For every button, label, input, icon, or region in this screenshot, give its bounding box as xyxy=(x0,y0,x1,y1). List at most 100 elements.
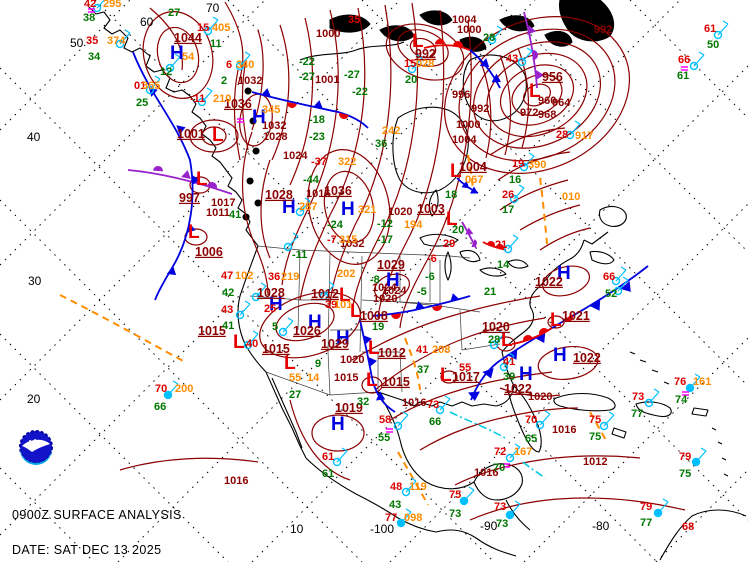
squall-lines xyxy=(449,411,546,479)
station-dewpoint: -8 xyxy=(370,274,380,286)
station-pressure: 119 xyxy=(409,481,427,493)
trough-lines xyxy=(59,154,608,506)
station-pressure: 374 xyxy=(107,35,126,47)
pressure-center-value: 1028 xyxy=(257,286,285,300)
noaa-logo xyxy=(19,430,53,465)
station-dewpoint: 20 xyxy=(405,74,417,86)
pressure-center-value: 992 xyxy=(415,47,436,61)
station-circle xyxy=(435,405,445,415)
station-circle xyxy=(499,362,509,372)
wind-barb xyxy=(96,0,106,9)
low-center: L xyxy=(440,365,452,386)
footer-title: 0900Z SURFACE ANALYSIS xyxy=(12,508,182,522)
station-dewpoint: 34 xyxy=(88,51,101,63)
wind-barb xyxy=(717,20,729,36)
station-temperature: 28 xyxy=(556,129,568,141)
isobar-label: 1020 xyxy=(340,354,364,366)
station-temperature: 43 xyxy=(506,53,518,65)
low-center: L xyxy=(212,125,224,146)
wind-barb xyxy=(648,388,660,404)
station-pressure: 345 xyxy=(262,104,280,116)
isobar-label: 1032 xyxy=(238,75,262,87)
pressure-center-value: 1044 xyxy=(174,31,202,45)
stationary-front xyxy=(251,88,369,129)
high-center: H xyxy=(308,312,322,333)
station-dewpoint: -17 xyxy=(377,234,393,246)
station-dewpoint: 73 xyxy=(496,518,508,530)
wind-barb xyxy=(336,447,348,463)
station-pressure: 321 xyxy=(358,204,376,216)
low-center: L xyxy=(412,31,424,52)
grid-label: -80 xyxy=(592,519,610,533)
station-temperature: 01 xyxy=(134,80,146,92)
isobar-label: 1000 xyxy=(316,28,340,40)
station-dewpoint: -23 xyxy=(309,131,325,143)
station-dewpoint: 77 xyxy=(640,517,652,529)
station-dewpoint: -5 xyxy=(417,286,427,298)
station-temperature: -7 xyxy=(327,234,337,246)
station-dewpoint: 36 xyxy=(375,138,387,150)
wind-barb xyxy=(287,232,299,248)
pressure-center-value: 1004 xyxy=(459,160,487,174)
isobar-label: 972 xyxy=(520,107,538,119)
station-circle xyxy=(407,64,417,74)
station-dewpoint: 66 xyxy=(154,401,166,413)
wind-barb xyxy=(523,152,535,168)
station-dewpoint: 28 xyxy=(488,334,500,346)
station-dewpoint: 65 xyxy=(525,433,537,445)
high-center: H xyxy=(331,414,345,435)
station-dewpoint: 27 xyxy=(168,7,180,19)
wind-barb xyxy=(299,197,311,213)
high-center: H xyxy=(252,107,266,128)
high-center: H xyxy=(557,263,571,284)
wind-barb xyxy=(513,184,525,200)
isobar-label: 964 xyxy=(552,97,571,109)
station-circle xyxy=(401,487,411,497)
station-circle xyxy=(535,420,545,430)
station-circle xyxy=(487,35,497,45)
pressure-center-value: 1003 xyxy=(417,202,445,216)
pressure-center-value: 956 xyxy=(542,70,563,84)
station-pressure: 028 xyxy=(416,58,434,70)
station-pressure: 295 xyxy=(103,0,121,10)
station-pressure: 102 xyxy=(235,270,253,282)
station-temperature: 42 xyxy=(84,0,96,10)
low-center: L xyxy=(368,338,380,359)
stationary-front xyxy=(371,293,471,319)
station-temperature: 70 xyxy=(525,414,537,426)
grid-label: 50 xyxy=(70,36,84,50)
station-dewpoint: -27 xyxy=(344,69,360,81)
low-center: L xyxy=(196,169,208,190)
pressure-center-value: 1036 xyxy=(224,97,252,111)
station-dewpoint: 16 xyxy=(509,174,521,186)
station-dewpoint: -44 xyxy=(303,174,320,186)
wind-barb xyxy=(207,16,219,32)
pressure-center-value: 1036 xyxy=(324,184,352,198)
high-center: H xyxy=(336,328,350,349)
station-circle xyxy=(251,292,261,302)
pressure-center-value: 1022 xyxy=(535,275,563,289)
low-center: L xyxy=(350,301,362,322)
station-pressure: 098 xyxy=(404,512,422,524)
wind-barb xyxy=(507,234,519,250)
station-pressure: 067 xyxy=(465,174,483,186)
grid-label: 70 xyxy=(206,1,220,15)
station-circle xyxy=(505,453,515,463)
isobar-label: 992 xyxy=(594,24,612,36)
station-circle xyxy=(565,130,575,140)
wind-barb xyxy=(493,330,505,346)
station-circle xyxy=(235,310,245,320)
wind-barb xyxy=(521,47,533,63)
station-temperature: 66 xyxy=(678,54,690,66)
station-temperature: 58 xyxy=(379,414,391,426)
wind-barb xyxy=(239,300,251,316)
wind-barb xyxy=(282,317,294,333)
station-temperature: 79 xyxy=(640,501,652,513)
station-circle xyxy=(235,61,245,71)
station-temperature: -6 xyxy=(427,253,437,265)
station-pressure: 194 xyxy=(404,219,423,231)
wind-barb xyxy=(439,395,451,411)
station-temperature: 36 xyxy=(268,271,280,283)
station-temperature: 75 xyxy=(449,489,461,501)
